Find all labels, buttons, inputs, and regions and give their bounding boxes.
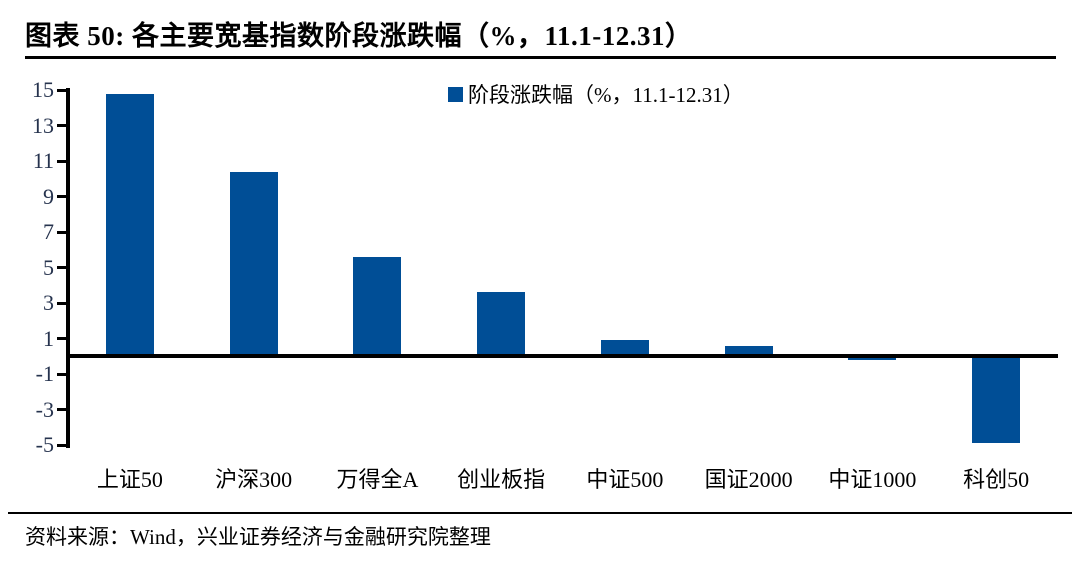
y-tick-label: 11 — [32, 148, 54, 173]
y-tick — [57, 372, 66, 376]
legend: 阶段涨跌幅（%，11.1-12.31） — [448, 79, 744, 109]
y-tick — [57, 337, 66, 340]
legend-swatch-icon — [448, 86, 463, 102]
bar-8 — [972, 356, 1021, 444]
x-category-label: 创业板指 — [457, 467, 546, 492]
y-tick-label: -1 — [35, 361, 54, 386]
y-tick — [57, 195, 66, 198]
x-category-label: 科创50 — [963, 467, 1030, 492]
title-underline — [25, 56, 1056, 59]
y-tick — [57, 443, 66, 447]
y-tick-label: -3 — [35, 396, 54, 422]
y-tick — [57, 301, 66, 305]
figure-title: 图表 50: 各主要宽基指数阶段涨跌幅（%，11.1-12.31） — [25, 21, 693, 51]
y-tick-label: 7 — [43, 219, 54, 244]
y-tick-label: 9 — [43, 183, 54, 209]
y-tick — [57, 230, 66, 234]
y-tick — [57, 159, 66, 163]
legend-label: 阶段涨跌幅（%，11.1-12.31） — [468, 83, 744, 107]
y-tick-label: -5 — [35, 432, 54, 457]
bar-chart: 15 13 11 9 7 5 3 1 -1 -3 -5 上证50 沪深300 万得全A 创业板指 中证500 国… — [32, 77, 1058, 492]
source-divider — [8, 512, 1072, 514]
zero-line — [66, 354, 1058, 359]
x-category-label: 中证1000 — [828, 467, 917, 492]
x-category-label: 国证2000 — [704, 467, 793, 492]
y-tick — [57, 266, 66, 269]
y-tick-label: 3 — [43, 290, 54, 315]
x-category-label: 万得全A — [336, 467, 419, 492]
source-text: 资料来源：Wind，兴业证券经济与金融研究院整理 — [25, 525, 491, 549]
y-axis-line — [66, 88, 70, 448]
y-tick-label: 15 — [32, 77, 54, 102]
y-tick — [57, 408, 66, 411]
y-tick — [57, 124, 66, 127]
y-tick — [57, 88, 66, 92]
x-category-label: 中证500 — [586, 467, 664, 492]
bar-6 — [724, 345, 773, 357]
bar-3 — [353, 256, 402, 357]
y-tick-label: 13 — [32, 112, 54, 138]
bar-2 — [229, 171, 278, 357]
x-category-label: 沪深300 — [215, 467, 293, 492]
bar-1 — [105, 93, 154, 357]
bar-5 — [600, 340, 649, 357]
x-category-label: 上证50 — [96, 467, 163, 492]
y-tick-label: 1 — [43, 325, 54, 351]
y-tick-label: 5 — [43, 254, 54, 280]
bar-4 — [477, 292, 526, 357]
